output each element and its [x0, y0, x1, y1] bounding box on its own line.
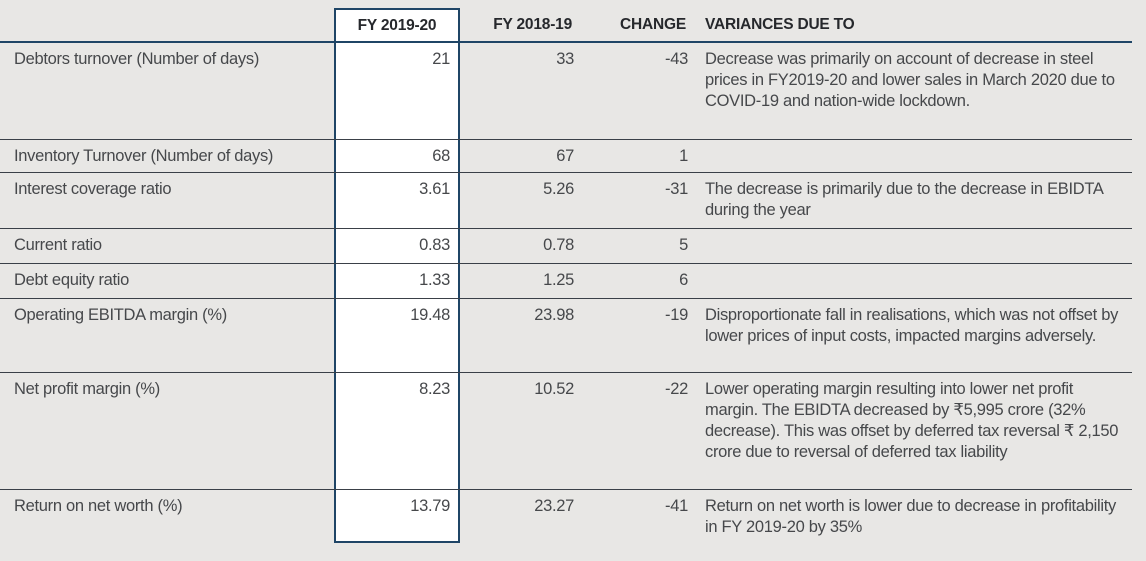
fy-2019-20-value: 19.48	[334, 299, 460, 372]
fy-2019-20-value: 3.61	[334, 173, 460, 228]
variance-text: Lower operating margin resulting into lo…	[705, 380, 1119, 461]
header-change: CHANGE	[620, 16, 686, 33]
variance-text: Return on net worth is lower due to decr…	[705, 497, 1116, 536]
fy-2019-20-value: 68	[334, 140, 460, 172]
table-row: Operating EBITDA margin (%) 19.48 23.98 …	[0, 299, 1132, 373]
metric-label: Inventory Turnover (Number of days)	[14, 147, 274, 165]
variance-text: Decrease was primarily on account of dec…	[705, 50, 1115, 110]
metric-label: Debt equity ratio	[14, 271, 130, 289]
change-value: 6	[679, 271, 688, 289]
fy-2018-19-value: 23.27	[534, 497, 574, 515]
fy-2018-19-value: 5.26	[543, 180, 574, 198]
fy-2018-19-value: 67	[556, 147, 574, 165]
fy-2018-19-value: 0.78	[543, 236, 574, 254]
metric-label: Net profit margin (%)	[14, 380, 160, 398]
fy-2018-19-value: 23.98	[534, 306, 574, 324]
fy-2019-20-value: 13.79	[334, 490, 460, 543]
metric-label: Return on net worth (%)	[14, 497, 183, 515]
fy-2018-19-value: 1.25	[543, 271, 574, 289]
metric-label: Operating EBITDA margin (%)	[14, 306, 227, 324]
header-variances-due-to: VARIANCES DUE TO	[705, 16, 855, 33]
header-fy-2018-19: FY 2018-19	[493, 16, 572, 33]
table-row: Interest coverage ratio 3.61 5.26 -31 Th…	[0, 173, 1132, 229]
metric-label: Interest coverage ratio	[14, 180, 172, 198]
table-row: Debtors turnover (Number of days) 21 33 …	[0, 43, 1132, 140]
change-value: 1	[679, 147, 688, 165]
table-row: Current ratio 0.83 0.78 5	[0, 229, 1132, 264]
variance-text	[690, 264, 1132, 298]
table-row: Inventory Turnover (Number of days) 68 6…	[0, 140, 1132, 173]
fy-2019-20-value: 1.33	[334, 264, 460, 298]
table-row: Net profit margin (%) 8.23 10.52 -22 Low…	[0, 373, 1132, 490]
change-value: -43	[665, 50, 688, 68]
fy-2019-20-value: 8.23	[334, 373, 460, 489]
change-value: 5	[679, 236, 688, 254]
metric-label: Debtors turnover (Number of days)	[14, 50, 260, 68]
change-value: -41	[665, 497, 688, 515]
table-row: Debt equity ratio 1.33 1.25 6	[0, 264, 1132, 299]
table-header-row: FY 2019-20 FY 2018-19 CHANGE VARIANCES D…	[0, 0, 1132, 43]
fy-2018-19-value: 10.52	[534, 380, 574, 398]
variance-text	[690, 140, 1132, 172]
metric-label: Current ratio	[14, 236, 102, 254]
change-value: -22	[665, 380, 688, 398]
fy-2018-19-value: 33	[556, 50, 574, 68]
variance-text: The decrease is primarily due to the dec…	[705, 180, 1103, 219]
fy-2019-20-value: 21	[334, 43, 460, 139]
change-value: -19	[665, 306, 688, 324]
header-fy-2019-20: FY 2019-20	[334, 8, 460, 41]
table-body: Debtors turnover (Number of days) 21 33 …	[0, 43, 1146, 543]
fy-2019-20-value: 0.83	[334, 229, 460, 263]
change-value: -31	[665, 180, 688, 198]
variance-text	[690, 229, 1132, 263]
variance-text: Disproportionate fall in realisations, w…	[705, 306, 1119, 345]
header-metric-spacer	[0, 0, 334, 41]
table-row: Return on net worth (%) 13.79 23.27 -41 …	[0, 490, 1132, 543]
